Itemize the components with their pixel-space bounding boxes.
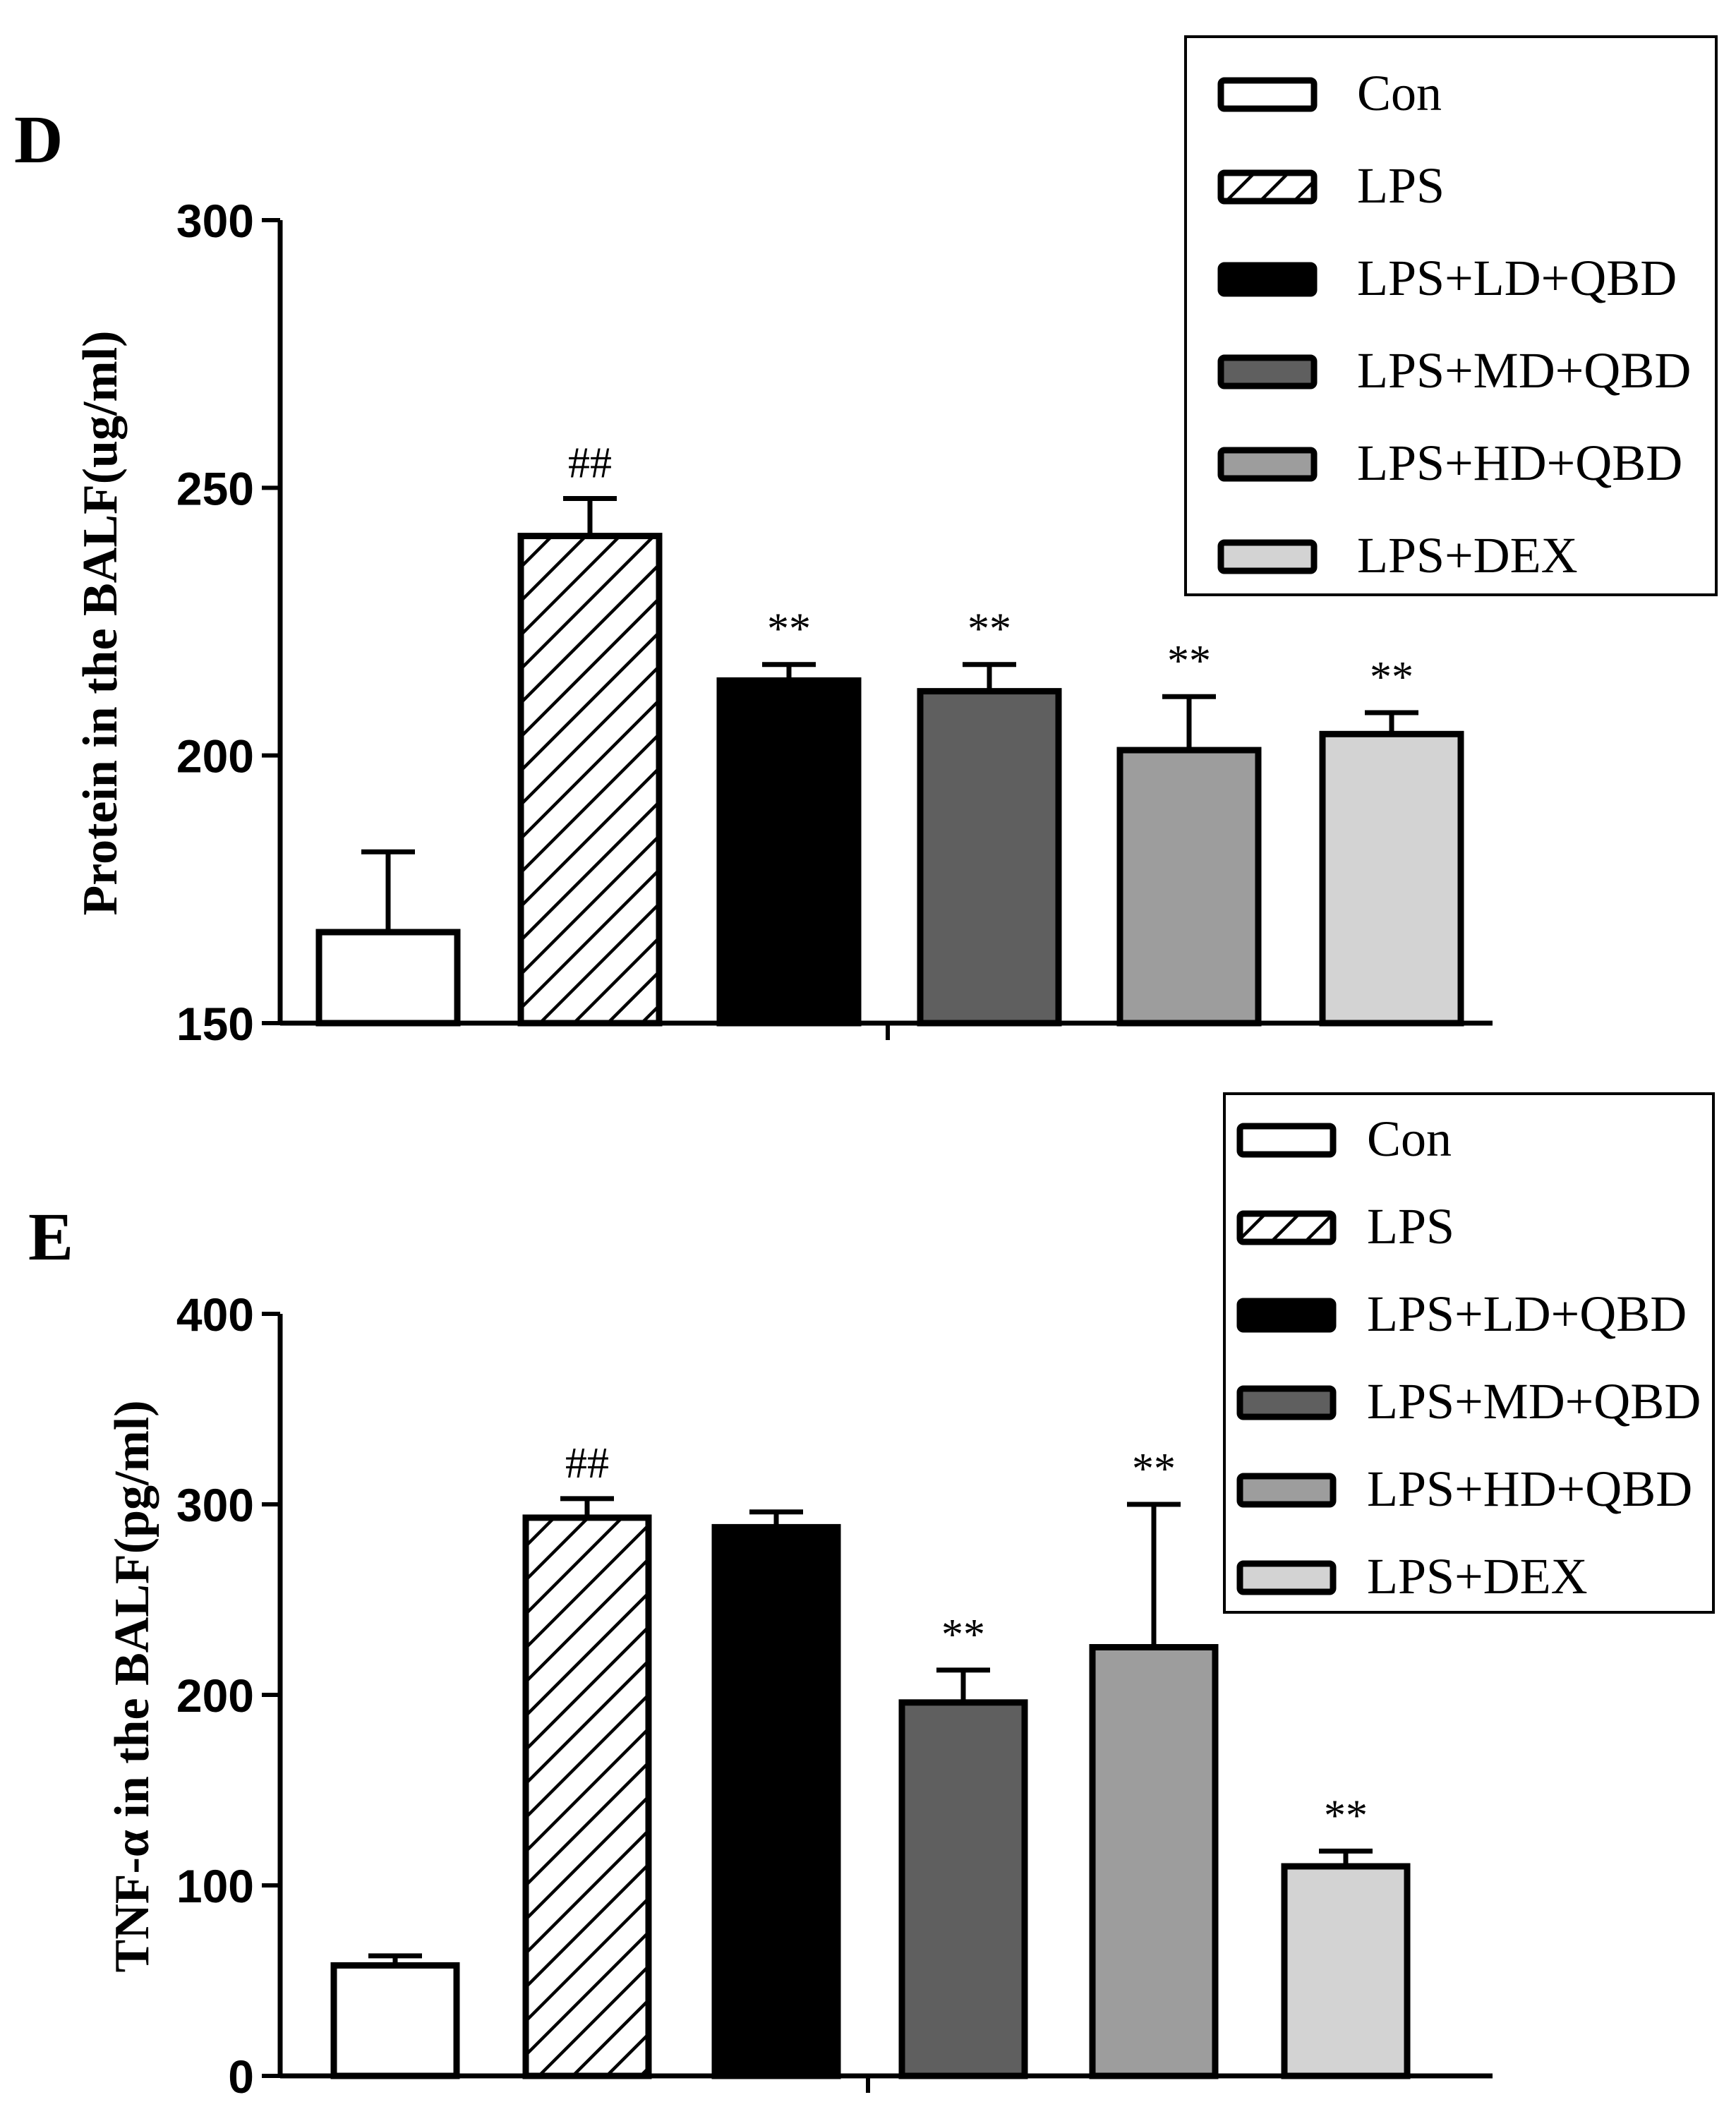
y-axis-title: Protein in the BALF(ug/ml) — [73, 331, 128, 916]
significance-mark: ** — [1132, 1445, 1176, 1493]
bar-lps — [522, 1514, 652, 2079]
legend-label: LPS — [1357, 157, 1445, 214]
panel-label: D — [14, 102, 63, 177]
legend-label: LPS+MD+QBD — [1367, 1373, 1701, 1430]
legend-box — [1184, 35, 1718, 596]
legend-swatch — [1217, 77, 1318, 112]
y-tick-label: 300 — [176, 195, 254, 247]
legend-label: LPS+MD+QBD — [1357, 342, 1691, 399]
bar-lps-dex — [1281, 1863, 1411, 2079]
legend-label: LPS+HD+QBD — [1357, 435, 1682, 491]
legend-box — [1223, 1092, 1715, 1614]
legend-label: LPS+LD+QBD — [1357, 250, 1677, 306]
significance-mark: ** — [941, 1611, 985, 1659]
y-tick-label: 250 — [176, 462, 254, 514]
y-tick-label: 300 — [176, 1479, 254, 1531]
bar-con — [315, 929, 461, 1027]
bar-lps-hd-qbd — [1089, 1644, 1219, 2079]
legend-swatch — [1236, 1560, 1337, 1595]
panel-label: E — [28, 1199, 73, 1274]
significance-mark: ## — [565, 1439, 609, 1487]
bar-lps-md-qbd — [917, 688, 1062, 1027]
bar-lps — [517, 533, 663, 1027]
significance-mark: ** — [767, 605, 811, 653]
y-tick-label: 0 — [228, 2050, 254, 2103]
significance-mark: ** — [968, 605, 1011, 653]
legend-swatch — [1236, 1298, 1337, 1333]
legend-label: LPS — [1367, 1198, 1454, 1255]
legend-swatch — [1217, 169, 1318, 205]
panel-e-tnf-alpha-chart: E TNF-α in the BALF(pg/ml) 0 100 200 300 400 ##… — [28, 1092, 1715, 2103]
y-tick-label: 150 — [176, 998, 254, 1050]
legend-swatch — [1236, 1123, 1337, 1158]
legend-label: Con — [1357, 65, 1442, 121]
bar-lps-md-qbd — [898, 1699, 1028, 2079]
y-axis-title: TNF-α in the BALF(pg/ml) — [105, 1400, 159, 1972]
significance-mark: ## — [568, 440, 612, 488]
y-tick-label: 400 — [176, 1288, 254, 1341]
significance-mark: ** — [1167, 637, 1211, 685]
legend-swatch — [1217, 447, 1318, 482]
bar-con — [330, 1962, 460, 2079]
bar-lps-ld-qbd — [716, 677, 862, 1027]
significance-mark: ** — [1324, 1792, 1368, 1840]
legend-swatch — [1236, 1473, 1337, 1508]
legend-label: LPS+DEX — [1367, 1548, 1588, 1605]
bar-lps-hd-qbd — [1116, 747, 1262, 1027]
legend-label: LPS+HD+QBD — [1367, 1461, 1692, 1517]
legend-label: LPS+LD+QBD — [1367, 1286, 1687, 1342]
bar-lps-dex — [1319, 730, 1464, 1027]
significance-mark: ** — [1370, 653, 1413, 701]
legend-label: Con — [1367, 1111, 1452, 1167]
legend-swatch — [1236, 1210, 1337, 1245]
legend-swatch — [1217, 262, 1318, 297]
panel-d-protein-chart: D Protein in the BALF(ug/ml) 150 200 250 300 #… — [14, 35, 1718, 1050]
legend-swatch — [1217, 539, 1318, 574]
bar-lps-ld-qbd — [711, 1523, 841, 2079]
y-tick-label: 200 — [176, 1669, 254, 1722]
legend-label: LPS+DEX — [1357, 527, 1578, 584]
y-tick-label: 200 — [176, 730, 254, 783]
legend-swatch — [1217, 354, 1318, 389]
legend-swatch — [1236, 1385, 1337, 1420]
y-tick-label: 100 — [176, 1860, 254, 1912]
